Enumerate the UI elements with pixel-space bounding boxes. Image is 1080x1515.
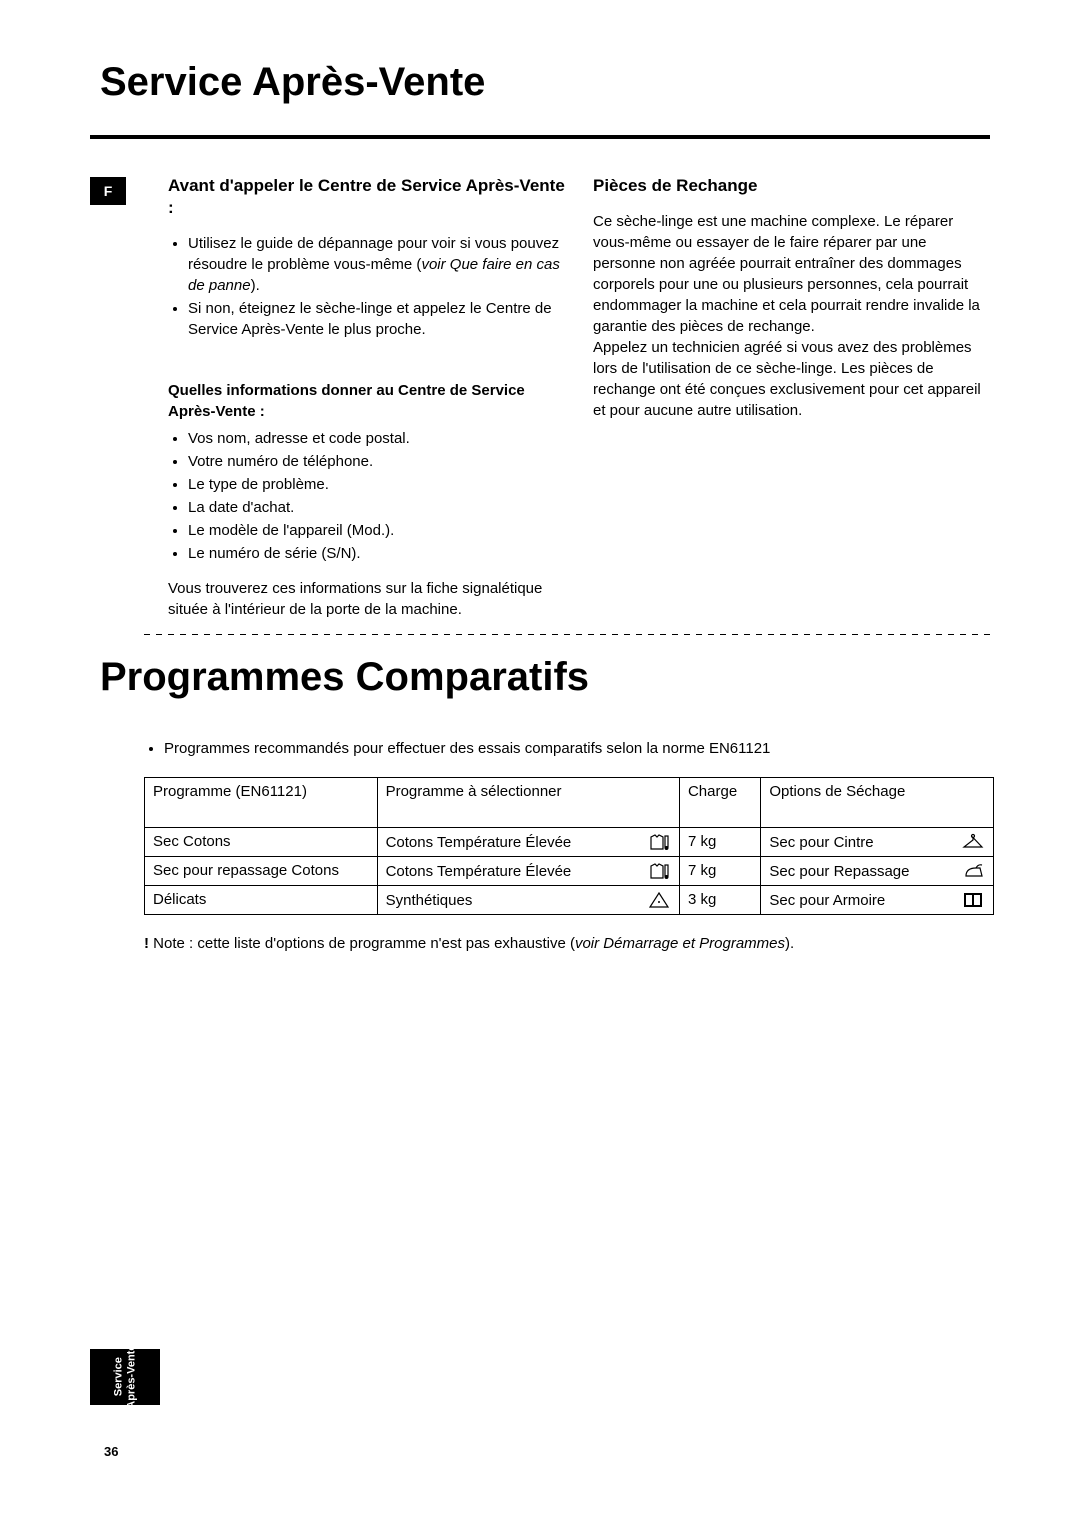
language-badge: F	[90, 177, 126, 205]
table-cell: Sec pour Cintre	[761, 828, 994, 857]
iron-icon	[961, 862, 985, 880]
triangle-icon	[647, 891, 671, 909]
dashed-rule	[144, 634, 994, 635]
list-item: Si non, éteignez le sèche-linge et appel…	[188, 298, 565, 340]
list-item: Utilisez le guide de dépannage pour voir…	[188, 233, 565, 296]
table-row: Sec CotonsCotons Température Élevée7 kgS…	[145, 828, 994, 857]
table-row: Sec pour repassage CotonsCotons Températ…	[145, 857, 994, 886]
hanger-icon	[961, 833, 985, 851]
table-cell: Sec Cotons	[145, 828, 378, 857]
side-tab: ServiceAprès-Vente	[90, 1349, 160, 1405]
table-header-row: Programme (EN61121)Programme à sélection…	[145, 778, 994, 828]
table-cell: Délicats	[145, 886, 378, 915]
table-cell: 7 kg	[679, 828, 760, 857]
list-item: Le numéro de série (S/N).	[188, 543, 565, 564]
page-title-2: Programmes Comparatifs	[100, 655, 990, 700]
two-column-area: F Avant d'appeler le Centre de Service A…	[90, 175, 990, 620]
left-after-bullets: Vous trouverez ces informations sur la f…	[168, 578, 565, 620]
shirt-thermo-icon	[647, 833, 671, 851]
list-item: Le type de problème.	[188, 474, 565, 495]
table-cell: Cotons Température Élevée	[377, 828, 679, 857]
table-body: Sec CotonsCotons Température Élevée7 kgS…	[145, 828, 994, 915]
table-cell: Synthétiques	[377, 886, 679, 915]
table-cell: 3 kg	[679, 886, 760, 915]
right-para-2: Appelez un technicien agréé si vous avez…	[593, 337, 990, 421]
table-cell: Cotons Température Élevée	[377, 857, 679, 886]
table-cell: Sec pour Armoire	[761, 886, 994, 915]
list-item: Programmes recommandés pour effectuer de…	[164, 740, 994, 757]
table-cell: Sec pour Repassage	[761, 857, 994, 886]
note-italic: voir Démarrage et Programmes	[575, 935, 785, 952]
left-subhead: Quelles informations donner au Centre de…	[168, 380, 565, 422]
shirt-thermo-icon	[647, 862, 671, 880]
left-heading: Avant d'appeler le Centre de Service Apr…	[168, 175, 565, 219]
title-rule-1	[90, 135, 990, 139]
list-item: Votre numéro de téléphone.	[188, 451, 565, 472]
table-cell: Sec pour repassage Cotons	[145, 857, 378, 886]
side-tab-text: ServiceAprès-Vente	[112, 1345, 137, 1409]
list-item: La date d'achat.	[188, 497, 565, 518]
right-heading: Pièces de Rechange	[593, 175, 990, 197]
left-bullet-list-2: Vos nom, adresse et code postal.Votre nu…	[168, 428, 565, 564]
note-text: ).	[785, 935, 794, 952]
pre-table-bullet: Programmes recommandés pour effectuer de…	[144, 740, 994, 757]
table-header-cell: Charge	[679, 778, 760, 828]
table-header-cell: Options de Séchage	[761, 778, 994, 828]
list-item: Le modèle de l'appareil (Mod.).	[188, 520, 565, 541]
page-title-1: Service Après-Vente	[100, 60, 990, 105]
text: ).	[251, 277, 260, 294]
note-text: Note : cette liste d'options de programm…	[149, 935, 575, 952]
page-number: 36	[104, 1444, 118, 1459]
left-column: Avant d'appeler le Centre de Service Apr…	[168, 175, 565, 620]
programmes-table: Programme (EN61121)Programme à sélection…	[144, 777, 994, 915]
table-header-cell: Programme à sélectionner	[377, 778, 679, 828]
table-note: ! Note : cette liste d'options de progra…	[144, 935, 994, 952]
table-header-cell: Programme (EN61121)	[145, 778, 378, 828]
left-bullet-list-1: Utilisez le guide de dépannage pour voir…	[168, 233, 565, 340]
right-column: Pièces de Rechange Ce sèche-linge est un…	[593, 175, 990, 620]
table-cell: 7 kg	[679, 857, 760, 886]
right-para-1: Ce sèche-linge est une machine complexe.…	[593, 211, 990, 337]
cupboard-icon	[961, 891, 985, 909]
list-item: Vos nom, adresse et code postal.	[188, 428, 565, 449]
table-row: DélicatsSynthétiques3 kgSec pour Armoire	[145, 886, 994, 915]
table-area: Programmes recommandés pour effectuer de…	[144, 740, 994, 952]
